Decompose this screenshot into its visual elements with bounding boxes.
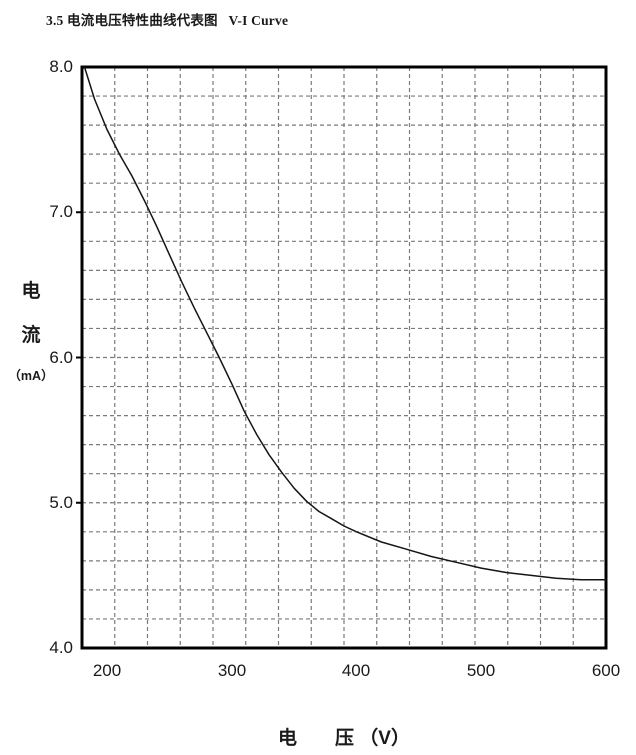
x-tick-label-600: 600 [591, 661, 621, 680]
x-tick-label-200: 200 [92, 661, 122, 680]
y-tick-label-7: 7.0 [49, 202, 73, 221]
x-tick-label-500: 500 [466, 661, 496, 680]
x-tick-label-300: 300 [217, 661, 247, 680]
y-tick-label-5: 5.0 [49, 493, 73, 512]
y-axis-title-char-1: 电 [21, 281, 41, 302]
y-axis-title-char-2: 流 [21, 325, 41, 346]
y-tick-label-6: 6.0 [49, 348, 73, 367]
x-tick-label-400: 400 [341, 661, 371, 680]
chart-title: 3.5 电流电压特性曲线代表图 V-I Curve [46, 13, 289, 28]
y-tick-label-8: 8.0 [49, 57, 73, 76]
y-axis-title: 电 流 （mA） [2, 280, 60, 384]
y-axis-unit: （mA） [8, 369, 54, 383]
x-axis-title: 电 压 （V） [278, 728, 410, 749]
y-tick-label-4: 4.0 [49, 638, 73, 657]
